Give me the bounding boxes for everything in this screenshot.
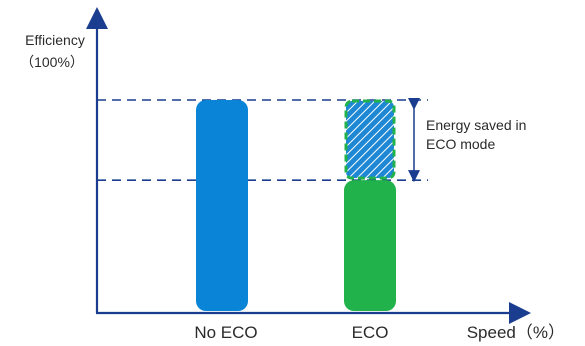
energy-saved-annotation: Energy saved in ECO mode	[426, 117, 526, 152]
bar-eco-energy-saved	[344, 99, 396, 180]
bar-eco	[344, 180, 396, 311]
bar-no-eco	[196, 100, 248, 311]
category-label-no-eco: No ECO	[194, 323, 257, 342]
category-label-eco: ECO	[352, 323, 389, 342]
x-axis-label: Speed（%）	[467, 323, 565, 342]
y-axis-label: Efficiency	[25, 32, 85, 48]
y-axis-unit: （100%）	[20, 54, 84, 70]
energy-saved-annotation-line1: Energy saved in	[426, 117, 526, 133]
energy-saved-annotation-line2: ECO mode	[426, 136, 495, 152]
